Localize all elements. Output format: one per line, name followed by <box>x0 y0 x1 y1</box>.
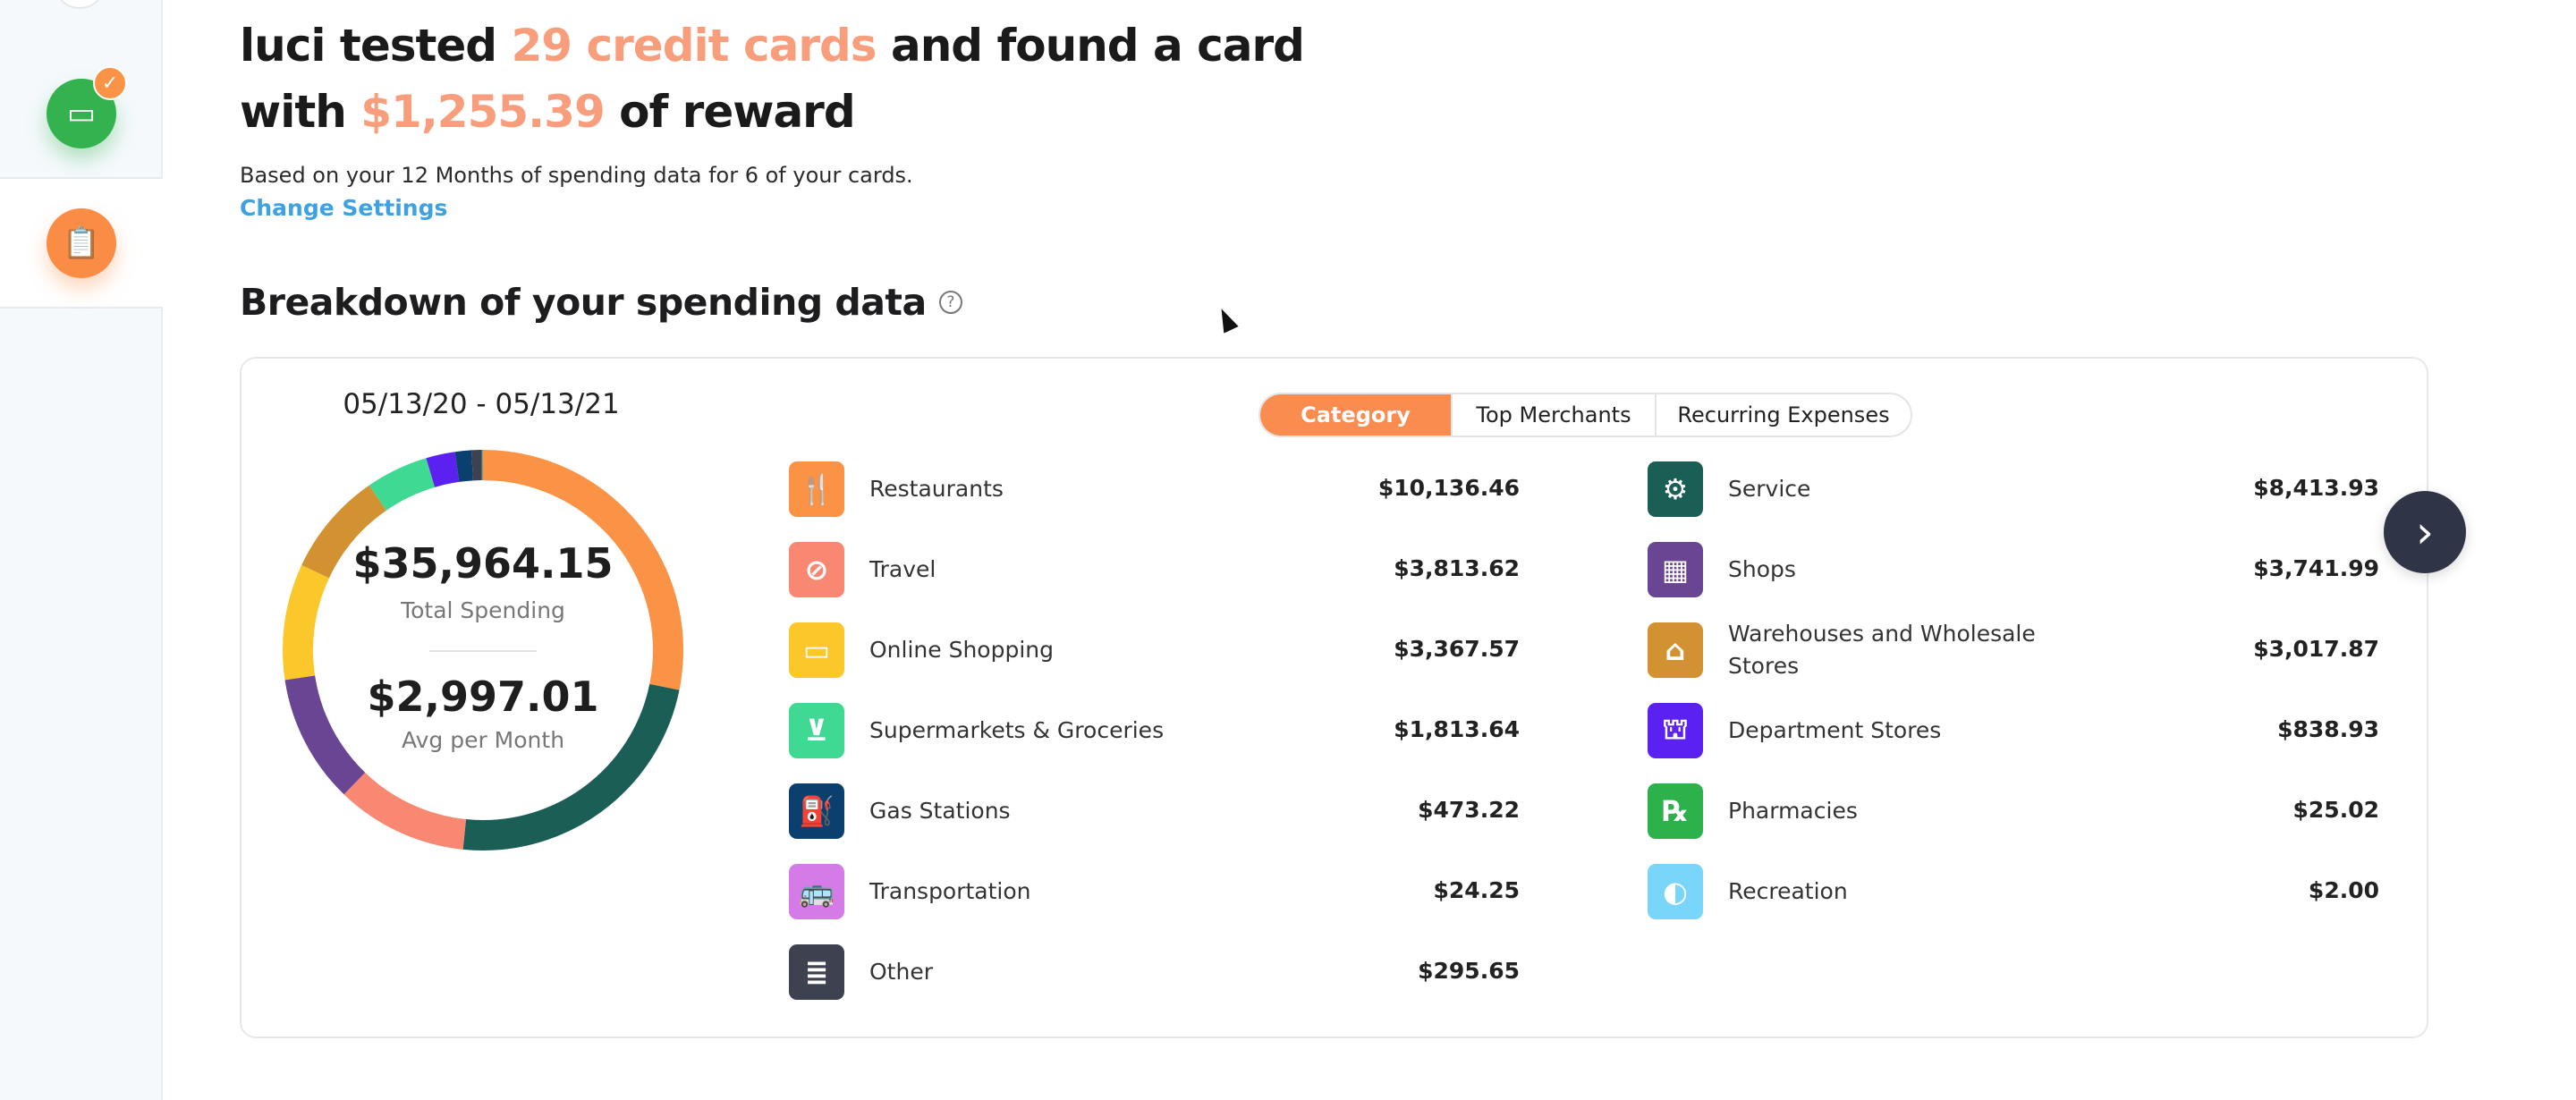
fork-knife-icon: 🍴 <box>789 461 844 517</box>
subtitle: Based on your 12 Months of spending data… <box>240 163 913 188</box>
category-row[interactable]: ⛽ Gas Stations <box>789 783 1245 839</box>
donut-slice-service <box>283 450 683 850</box>
category-name: Recreation <box>1728 878 1848 904</box>
reward-amount: $1,255.39 <box>360 86 606 138</box>
divider <box>429 650 537 652</box>
category-row[interactable]: ▦ Shops <box>1648 542 2104 597</box>
category-row[interactable]: 🚌 Transportation <box>789 864 1245 919</box>
mouse-cursor <box>1214 305 1239 334</box>
category-name: Supermarkets & Groceries <box>869 717 1165 743</box>
category-amount: $838.93 <box>2277 716 2379 742</box>
category-name: Gas Stations <box>869 798 1011 824</box>
tab-top-merchants[interactable]: Top Merchants <box>1453 394 1657 436</box>
credit-card-icon: ▭ ✓ <box>47 66 127 148</box>
category-amount: $3,741.99 <box>2253 555 2379 581</box>
view-tabs: Category Top Merchants Recurring Expense… <box>1258 393 1912 437</box>
receipt-icon: ≣ <box>789 944 844 1000</box>
cards-tested: 29 credit cards <box>511 20 877 72</box>
category-name: Service <box>1728 476 1811 502</box>
sidebar: ▭ ✓ 📋 <box>0 0 163 1100</box>
total-spending: $35,964.15 <box>352 539 614 588</box>
category-row[interactable]: ⌂ Warehouses and Wholesale Stores <box>1648 621 2104 679</box>
category-amount: $10,136.46 <box>1377 475 1520 501</box>
donut-slice-online-shopping <box>283 450 683 850</box>
storefront-icon: ▦ <box>1648 542 1703 597</box>
category-name: Pharmacies <box>1728 798 1858 824</box>
next-button[interactable]: › <box>2384 491 2466 573</box>
category-row[interactable]: ℞ Pharmacies <box>1648 783 2104 839</box>
category-row[interactable]: ⊘ Travel <box>789 542 1245 597</box>
donut-slice-transportation <box>283 450 683 850</box>
shopping-bag-icon: ⛫ <box>1648 703 1703 758</box>
avg-per-month-label: Avg per Month <box>401 727 565 753</box>
category-amount: $3,813.62 <box>1394 555 1520 581</box>
category-amount: $473.22 <box>1418 797 1520 823</box>
tab-category[interactable]: Category <box>1260 394 1453 436</box>
category-row[interactable]: ⊻ Supermarkets & Groceries <box>789 703 1245 758</box>
warehouse-icon: ⌂ <box>1648 622 1703 678</box>
sidebar-item-cards[interactable]: ▭ ✓ <box>0 0 163 179</box>
category-name: Travel <box>869 556 936 582</box>
category-amount: $3,017.87 <box>2253 636 2379 662</box>
category-row[interactable]: ⚙ Service <box>1648 461 2104 517</box>
category-name: Restaurants <box>869 476 1004 502</box>
category-row[interactable]: 🍴 Restaurants <box>789 461 1245 517</box>
laptop-bag-icon: ▭ <box>789 622 844 678</box>
basket-icon: ⊻ <box>789 703 844 758</box>
category-name: Other <box>869 959 933 985</box>
category-name: Warehouses and Wholesale Stores <box>1728 621 2036 679</box>
category-amount: $8,413.93 <box>2253 475 2379 501</box>
category-amount: $25.02 <box>2292 797 2379 823</box>
category-row[interactable]: ◐ Recreation <box>1648 864 2104 919</box>
compass-icon: ⊘ <box>789 542 844 597</box>
beach-ball-icon: ◐ <box>1648 864 1703 919</box>
sidebar-item-report[interactable]: 📋 <box>0 179 163 309</box>
category-amount: $295.65 <box>1418 958 1520 984</box>
category-name: Department Stores <box>1728 717 1942 743</box>
spending-card <box>240 357 2428 1038</box>
bus-car-icon: 🚌 <box>789 864 844 919</box>
date-range: 05/13/20 - 05/13/21 <box>343 388 620 420</box>
category-name: Transportation <box>869 878 1031 904</box>
help-icon[interactable]: ? <box>938 291 962 314</box>
category-row[interactable]: ▭ Online Shopping <box>789 622 1245 678</box>
chevron-right-icon: › <box>2416 506 2434 558</box>
gear-icon: ⚙ <box>1648 461 1703 517</box>
category-name: Online Shopping <box>869 637 1054 663</box>
section-title: Breakdown of your spending data ? <box>240 281 962 324</box>
category-row[interactable]: ≣ Other <box>789 944 1245 1000</box>
category-amount: $2.00 <box>2308 877 2379 903</box>
spending-donut-chart <box>283 450 683 850</box>
category-amount: $24.25 <box>1433 877 1520 903</box>
tab-recurring-expenses[interactable]: Recurring Expenses <box>1677 402 1890 427</box>
category-amount: $3,367.57 <box>1394 636 1520 662</box>
category-name: Shops <box>1728 556 1796 582</box>
section-title-text: Breakdown of your spending data <box>240 281 927 324</box>
checkmark-icon: ✓ <box>93 66 127 100</box>
total-spending-label: Total Spending <box>401 597 565 623</box>
category-row[interactable]: ⛫ Department Stores <box>1648 703 2104 758</box>
rx-icon: ℞ <box>1648 783 1703 839</box>
clipboard-icon: 📋 <box>47 207 116 278</box>
headline: luci tested 29 credit cards and found a … <box>240 20 1305 138</box>
gas-pump-icon: ⛽ <box>789 783 844 839</box>
avg-per-month: $2,997.01 <box>367 673 599 721</box>
category-amount: $1,813.64 <box>1394 716 1520 742</box>
change-settings-link[interactable]: Change Settings <box>240 195 448 221</box>
